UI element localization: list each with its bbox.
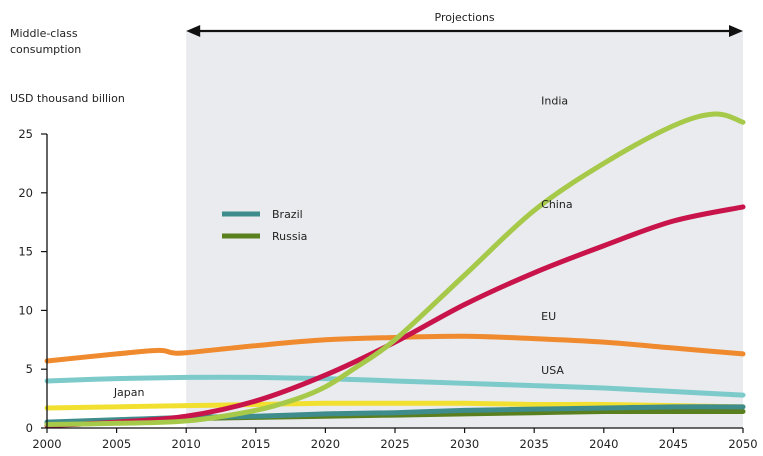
series-label-japan: Japan bbox=[113, 386, 145, 399]
x-tick-label-2030: 2030 bbox=[450, 437, 479, 451]
x-tick-label-2040: 2040 bbox=[589, 437, 618, 451]
x-tick-label-2020: 2020 bbox=[311, 437, 340, 451]
y-axis-label: USD thousand billion bbox=[10, 92, 125, 105]
y-tick-label-10: 10 bbox=[18, 303, 33, 317]
x-tick-label-2005: 2005 bbox=[102, 437, 131, 451]
chart-title-line-1: Middle-class bbox=[10, 27, 78, 40]
y-tick-label-0: 0 bbox=[26, 421, 33, 435]
x-tick-label-2025: 2025 bbox=[380, 437, 409, 451]
legend-label-russia: Russia bbox=[272, 230, 307, 243]
series-label-usa: USA bbox=[541, 364, 564, 377]
series-line-india bbox=[44, 111, 746, 427]
series-labels: India China EU USA Japan bbox=[113, 95, 573, 400]
projection-arrowhead-right bbox=[729, 25, 743, 37]
projection-arrow bbox=[186, 25, 743, 37]
series-layer bbox=[44, 111, 746, 429]
legend: Brazil Russia bbox=[222, 208, 307, 243]
projection-region bbox=[186, 30, 743, 428]
x-tick-label-2015: 2015 bbox=[241, 437, 270, 451]
series-label-india: India bbox=[541, 95, 568, 108]
chart-title-line-2: consumption bbox=[10, 43, 81, 56]
series-line-japan bbox=[44, 400, 746, 411]
y-tick-label-5: 5 bbox=[26, 362, 33, 376]
y-tick-label-25: 25 bbox=[18, 127, 33, 141]
x-tick-label-2045: 2045 bbox=[659, 437, 688, 451]
legend-label-brazil: Brazil bbox=[272, 208, 303, 221]
x-tick-label-2050: 2050 bbox=[728, 437, 757, 451]
x-tick-label-2010: 2010 bbox=[172, 437, 201, 451]
series-line-usa bbox=[44, 374, 746, 398]
series-label-eu: EU bbox=[541, 310, 556, 323]
y-tick-label-20: 20 bbox=[18, 186, 33, 200]
x-tick-label-2000: 2000 bbox=[32, 437, 61, 451]
y-tick-label-15: 15 bbox=[18, 245, 33, 259]
projection-arrowhead-left bbox=[186, 25, 201, 37]
x-tick-label-2035: 2035 bbox=[520, 437, 549, 451]
series-line-eu bbox=[44, 333, 746, 364]
series-label-china: China bbox=[541, 198, 572, 211]
projection-label: Projections bbox=[435, 11, 495, 24]
